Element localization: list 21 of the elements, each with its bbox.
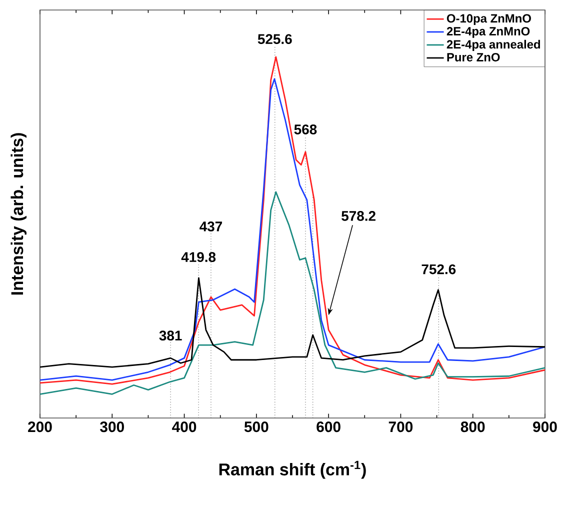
legend-label: O-10pa ZnMnO [446,14,531,26]
x-axis-title: Raman shift (cm$^{-1}$) [219,460,366,479]
y-axis-title: Intensity (arb. units) [10,133,27,295]
x-tick-label: 600 [316,422,340,432]
x-tick-label: 400 [172,422,196,432]
x-tick-label: 900 [533,422,557,432]
ref-line-label: 381 [159,330,182,341]
annotation: 578.2 [342,211,376,221]
legend-label: 2E-4pa annealed [446,40,540,51]
x-tick-label: 700 [388,422,413,432]
ref-line-label: 568 [294,124,317,134]
x-tick-label: 300 [100,422,124,432]
legend-label: Pure ZnO [447,52,500,62]
legend-label: 2E-4pa ZnMnO [446,27,530,38]
x-tick-label: 200 [28,422,52,432]
ref-line-label: 752.6 [422,264,456,274]
ref-line-label: 437 [200,222,222,232]
x-tick-label: 500 [244,422,268,432]
ref-line-label: 525.6 [258,34,292,44]
x-tick-label: 800 [460,422,485,432]
ref-line-label: 419.8 [181,252,216,262]
